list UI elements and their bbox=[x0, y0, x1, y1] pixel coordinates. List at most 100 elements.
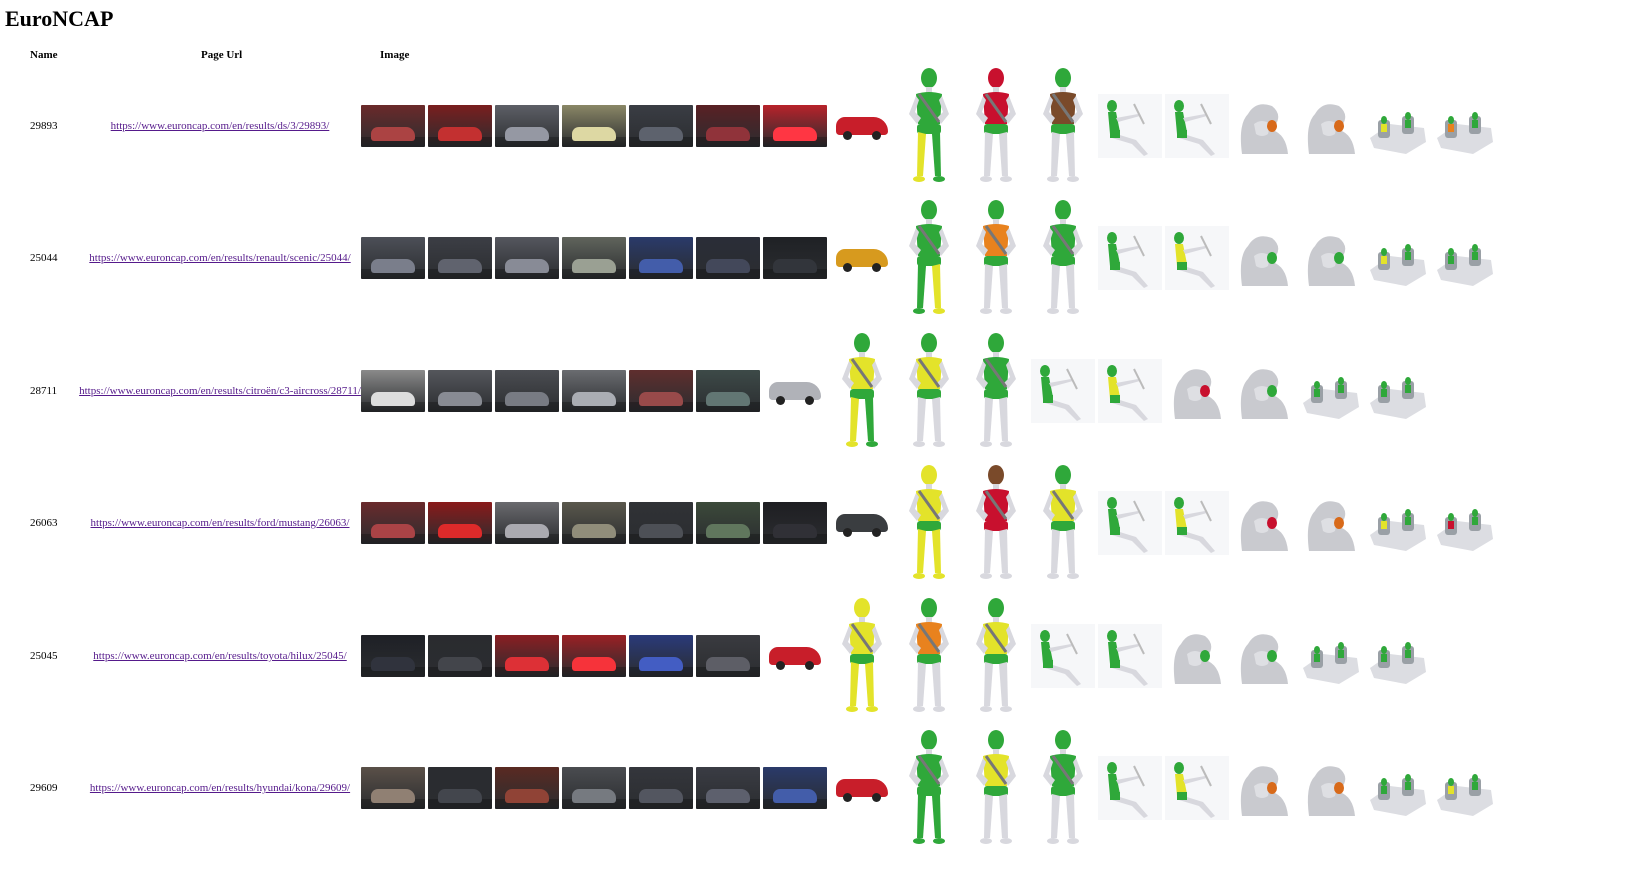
child-seat-diagram bbox=[1433, 756, 1497, 820]
crash-test-photo bbox=[696, 635, 760, 677]
seated-dummy-diagram bbox=[1098, 624, 1162, 688]
image-strip bbox=[361, 591, 1430, 721]
crash-test-photo bbox=[629, 237, 693, 279]
result-url-link[interactable]: https://www.euroncap.com/en/results/citr… bbox=[79, 385, 361, 397]
car-profile-image bbox=[763, 370, 827, 412]
crash-dummy-diagram bbox=[1031, 463, 1095, 583]
crash-test-photo bbox=[428, 502, 492, 544]
crash-test-photo bbox=[696, 502, 760, 544]
seated-dummy-diagram bbox=[1098, 491, 1162, 555]
seated-dummy-diagram bbox=[1031, 359, 1095, 423]
whiplash-headrest-diagram bbox=[1165, 624, 1229, 688]
child-seat-diagram bbox=[1366, 491, 1430, 555]
crash-test-photo bbox=[562, 635, 626, 677]
crash-test-photo bbox=[361, 635, 425, 677]
crash-test-photo bbox=[361, 767, 425, 809]
car-profile-image bbox=[830, 237, 894, 279]
child-seat-diagram bbox=[1366, 226, 1430, 290]
table-row: 29893 https://www.euroncap.com/en/results… bbox=[0, 61, 1628, 191]
child-seat-diagram bbox=[1366, 94, 1430, 158]
crash-test-photo bbox=[696, 105, 760, 147]
crash-test-photo bbox=[629, 502, 693, 544]
crash-dummy-diagram bbox=[964, 596, 1028, 716]
crash-dummy-diagram bbox=[1031, 728, 1095, 848]
crash-test-photo bbox=[495, 767, 559, 809]
crash-test-photo bbox=[495, 370, 559, 412]
row-name: 28711 bbox=[30, 385, 58, 397]
crash-test-photo bbox=[495, 105, 559, 147]
seated-dummy-diagram bbox=[1031, 624, 1095, 688]
whiplash-headrest-diagram bbox=[1232, 624, 1296, 688]
whiplash-headrest-diagram bbox=[1232, 94, 1296, 158]
crash-test-photo bbox=[361, 237, 425, 279]
seated-dummy-diagram bbox=[1098, 94, 1162, 158]
table-row: 25045 https://www.euroncap.com/en/results… bbox=[0, 591, 1628, 721]
image-strip bbox=[361, 723, 1497, 853]
header-name: Name bbox=[30, 49, 58, 61]
crash-dummy-diagram bbox=[897, 463, 961, 583]
crash-dummy-diagram bbox=[964, 331, 1028, 451]
image-strip bbox=[361, 61, 1497, 191]
car-profile-image bbox=[830, 502, 894, 544]
seated-dummy-diagram bbox=[1165, 94, 1229, 158]
crash-test-photo bbox=[629, 370, 693, 412]
crash-test-photo bbox=[629, 635, 693, 677]
crash-test-photo bbox=[763, 502, 827, 544]
result-url-link[interactable]: https://www.euroncap.com/en/results/rena… bbox=[89, 252, 351, 264]
result-url-link[interactable]: https://www.euroncap.com/en/results/toyo… bbox=[93, 650, 347, 662]
whiplash-headrest-diagram bbox=[1165, 359, 1229, 423]
crash-test-photo bbox=[428, 370, 492, 412]
crash-test-photo bbox=[629, 767, 693, 809]
row-name: 29609 bbox=[30, 782, 58, 794]
crash-test-photo bbox=[562, 767, 626, 809]
seated-dummy-diagram bbox=[1098, 359, 1162, 423]
car-profile-image bbox=[830, 767, 894, 809]
seated-dummy-diagram bbox=[1098, 226, 1162, 290]
result-url-link[interactable]: https://www.euroncap.com/en/results/ford… bbox=[90, 517, 350, 529]
crash-dummy-diagram bbox=[830, 331, 894, 451]
table-row: 29609 https://www.euroncap.com/en/results… bbox=[0, 723, 1628, 853]
crash-dummy-diagram bbox=[897, 198, 961, 318]
table-row: 28711 https://www.euroncap.com/en/results… bbox=[0, 326, 1628, 456]
row-name: 29893 bbox=[30, 120, 58, 132]
crash-dummy-diagram bbox=[1031, 198, 1095, 318]
crash-test-photo bbox=[562, 105, 626, 147]
whiplash-headrest-diagram bbox=[1232, 359, 1296, 423]
child-seat-diagram bbox=[1299, 359, 1363, 423]
crash-dummy-diagram bbox=[830, 596, 894, 716]
child-seat-diagram bbox=[1366, 359, 1430, 423]
crash-dummy-diagram bbox=[964, 198, 1028, 318]
crash-test-photo bbox=[562, 237, 626, 279]
crash-test-photo bbox=[629, 105, 693, 147]
crash-test-photo bbox=[361, 370, 425, 412]
crash-dummy-diagram bbox=[964, 728, 1028, 848]
row-name: 25044 bbox=[30, 252, 58, 264]
crash-test-photo bbox=[562, 502, 626, 544]
result-url-link[interactable]: https://www.euroncap.com/en/results/ds/3… bbox=[110, 120, 330, 132]
crash-test-photo bbox=[428, 105, 492, 147]
whiplash-headrest-diagram bbox=[1299, 756, 1363, 820]
crash-test-photo bbox=[495, 502, 559, 544]
crash-test-photo bbox=[763, 767, 827, 809]
child-seat-diagram bbox=[1433, 94, 1497, 158]
crash-dummy-diagram bbox=[897, 596, 961, 716]
whiplash-headrest-diagram bbox=[1232, 756, 1296, 820]
child-seat-diagram bbox=[1433, 226, 1497, 290]
child-seat-diagram bbox=[1299, 624, 1363, 688]
whiplash-headrest-diagram bbox=[1232, 226, 1296, 290]
crash-test-photo bbox=[428, 635, 492, 677]
result-url-link[interactable]: https://www.euroncap.com/en/results/hyun… bbox=[89, 782, 351, 794]
seated-dummy-diagram bbox=[1165, 491, 1229, 555]
image-strip bbox=[361, 458, 1497, 588]
crash-test-photo bbox=[428, 767, 492, 809]
crash-test-photo bbox=[361, 105, 425, 147]
row-name: 25045 bbox=[30, 650, 58, 662]
whiplash-headrest-diagram bbox=[1232, 491, 1296, 555]
crash-test-photo bbox=[495, 635, 559, 677]
seated-dummy-diagram bbox=[1098, 756, 1162, 820]
whiplash-headrest-diagram bbox=[1299, 94, 1363, 158]
table-row: 25044 https://www.euroncap.com/en/results… bbox=[0, 193, 1628, 323]
seated-dummy-diagram bbox=[1165, 226, 1229, 290]
crash-test-photo bbox=[428, 237, 492, 279]
whiplash-headrest-diagram bbox=[1299, 226, 1363, 290]
